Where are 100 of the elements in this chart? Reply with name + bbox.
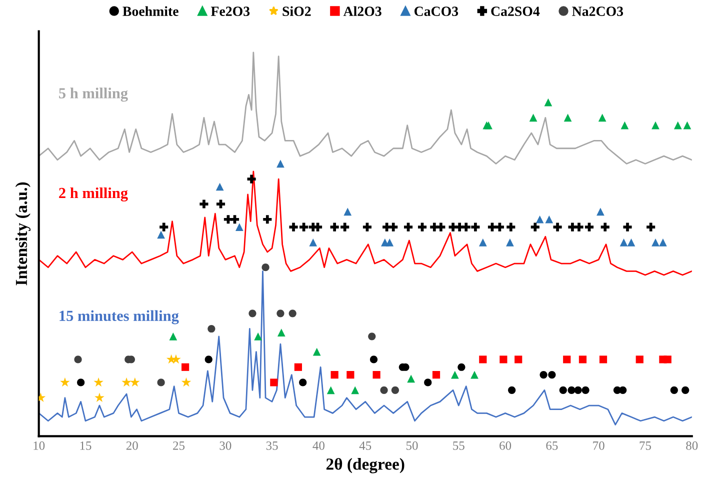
point xyxy=(262,264,270,272)
point xyxy=(424,378,432,386)
legend-label: Ca2SO4 xyxy=(491,6,540,16)
point xyxy=(346,371,354,379)
point xyxy=(544,98,552,106)
point xyxy=(208,324,216,333)
point xyxy=(659,238,667,246)
point xyxy=(288,310,296,318)
point xyxy=(380,386,388,394)
text: 2 h milling xyxy=(59,187,128,202)
x-tick-label: 40 xyxy=(312,441,324,450)
point xyxy=(389,222,398,232)
point xyxy=(270,378,278,386)
point xyxy=(289,222,298,232)
point xyxy=(94,377,104,387)
x-tick-label: 30 xyxy=(220,441,232,450)
point xyxy=(276,310,284,318)
legend-label: SiO2 xyxy=(282,6,311,16)
point xyxy=(330,222,339,232)
point xyxy=(362,222,372,232)
point xyxy=(682,386,690,394)
point xyxy=(344,208,352,216)
point xyxy=(600,222,610,232)
point xyxy=(368,332,376,340)
point xyxy=(674,121,682,130)
point xyxy=(627,238,636,246)
point xyxy=(568,386,576,394)
point xyxy=(548,371,556,379)
legend-label: CaCO3 xyxy=(414,6,458,16)
point xyxy=(500,356,508,364)
point xyxy=(458,363,466,371)
point xyxy=(553,222,562,232)
point xyxy=(230,215,240,224)
point xyxy=(506,238,514,246)
point xyxy=(299,378,307,386)
point xyxy=(479,356,487,364)
point xyxy=(578,356,587,364)
point xyxy=(216,200,226,208)
x-tick-label: 75 xyxy=(640,442,651,450)
text: 15 minutes milling xyxy=(60,310,179,324)
point xyxy=(596,208,604,216)
point xyxy=(181,377,192,387)
x-tick-label: 45 xyxy=(359,442,372,450)
point xyxy=(530,222,540,232)
point xyxy=(200,200,208,208)
point xyxy=(436,222,446,232)
point xyxy=(391,386,400,394)
point xyxy=(248,310,256,318)
point xyxy=(652,121,660,130)
x-tick-label: 65 xyxy=(546,441,558,450)
point xyxy=(514,356,522,364)
legend-label: Na2CO3 xyxy=(572,6,624,16)
point xyxy=(370,356,378,364)
point xyxy=(300,222,308,232)
x-tick-label: 50 xyxy=(406,441,418,450)
point xyxy=(204,356,212,364)
point xyxy=(235,223,244,231)
point xyxy=(582,386,590,394)
point xyxy=(470,370,478,379)
x-tick-label: 35 xyxy=(266,441,278,450)
x-tick-label: 70 xyxy=(593,441,604,450)
point xyxy=(471,222,480,232)
point xyxy=(652,238,660,246)
point xyxy=(574,386,582,394)
point xyxy=(263,215,272,224)
point xyxy=(559,386,567,394)
point xyxy=(432,371,440,379)
point xyxy=(620,121,629,130)
point xyxy=(584,222,594,232)
series-label: 5 h milling xyxy=(59,88,128,102)
point xyxy=(540,371,548,379)
point xyxy=(216,182,224,191)
point xyxy=(536,215,544,224)
point xyxy=(598,114,606,122)
point xyxy=(506,222,516,232)
y-axis-title: Intensity (a.u.) xyxy=(15,182,30,286)
x-tick-label: 10 xyxy=(34,441,45,450)
point xyxy=(478,238,487,246)
legend-label: Boehmite xyxy=(122,6,178,16)
point xyxy=(330,371,338,379)
x-tick-label: 15 xyxy=(80,441,92,450)
point xyxy=(646,222,656,232)
point xyxy=(495,222,504,232)
legend-label: Al2O3 xyxy=(343,6,382,16)
point xyxy=(683,121,692,130)
point xyxy=(277,328,286,337)
point xyxy=(326,386,335,394)
x-tick-label: 55 xyxy=(453,442,464,450)
point xyxy=(309,238,318,246)
point xyxy=(574,222,584,232)
point xyxy=(372,371,380,379)
point xyxy=(130,377,140,387)
point xyxy=(157,378,165,386)
point xyxy=(312,348,321,356)
point xyxy=(160,222,168,232)
legend-label: Fe2O3 xyxy=(210,6,250,16)
point xyxy=(386,238,394,246)
x-axis-title: 2θ (degree) xyxy=(326,458,404,474)
point xyxy=(351,386,360,394)
point xyxy=(60,377,70,387)
